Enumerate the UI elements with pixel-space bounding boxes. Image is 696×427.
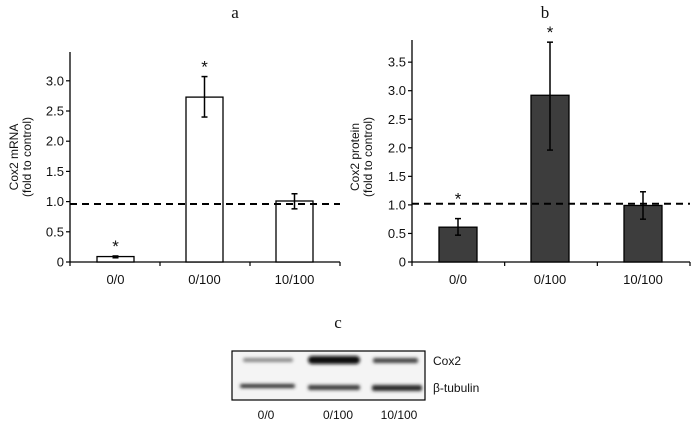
y-tick-label: 1.5 [46, 164, 64, 179]
band-cox2-lane2 [308, 356, 360, 364]
band-cox2-lane3 [373, 358, 418, 363]
y-tick-label: 2.0 [388, 140, 406, 155]
bar [275, 200, 314, 263]
band-tubulin-lane3 [372, 385, 422, 391]
y-tick-label: 1.5 [388, 169, 406, 184]
blot-row-label-tubulin: β-tubulin [433, 381, 479, 395]
y-tick-label: 3.0 [46, 73, 64, 88]
band-cox2-lane1 [243, 358, 293, 362]
x-tick-label: 0/100 [534, 272, 567, 287]
significance-asterisk: * [547, 23, 554, 42]
x-tick-label: 0/0 [449, 272, 467, 287]
y-tick-label: 0.5 [46, 224, 64, 239]
y-tick-label: 3.5 [388, 55, 406, 70]
y-axis-label: Cox2 protein [348, 123, 362, 191]
panel-c-label: c [334, 313, 342, 332]
band-tubulin-lane2 [308, 385, 360, 390]
y-tick-label: 1.0 [388, 197, 406, 212]
y-tick-label: 0 [57, 255, 64, 270]
y-tick-label: 1.0 [46, 194, 64, 209]
y-tick-label: 2.5 [46, 104, 64, 119]
blot-lane-label: 10/100 [381, 408, 418, 422]
bar [185, 96, 224, 263]
y-tick-label: 0 [399, 255, 406, 270]
y-tick-label: 3.0 [388, 83, 406, 98]
y-tick-label: 2.0 [46, 134, 64, 149]
panel-b-label: b [541, 3, 550, 22]
significance-asterisk: * [201, 58, 208, 77]
y-axis-label: (fold to control) [20, 117, 34, 197]
x-tick-label: 0/100 [188, 272, 221, 287]
western-blot: Cox2 β-tubulin 0/0 0/100 10/100 [231, 350, 479, 422]
panel-a-label: a [231, 3, 239, 22]
blot-row-label-cox2: Cox2 [433, 354, 461, 368]
y-tick-label: 0.5 [388, 226, 406, 241]
chart-a: 0 0.5 1.0 1.5 2.0 2.5 3.0 Cox2 mRNA (fold to con… [7, 52, 341, 287]
significance-asterisk: * [455, 190, 462, 209]
y-axis-label: (fold to control) [361, 117, 375, 197]
x-tick-label: 0/0 [106, 272, 124, 287]
blot-lane-label: 0/100 [323, 408, 353, 422]
significance-asterisk: * [112, 237, 119, 256]
x-tick-label: 10/100 [275, 272, 315, 287]
y-tick-label: 2.5 [388, 112, 406, 127]
x-tick-label: 10/100 [623, 272, 663, 287]
chart-b: 0 0.5 1.0 1.5 2.0 2.5 3.0 3.5 Cox2 protein (fold … [348, 23, 691, 287]
band-tubulin-lane1 [240, 384, 295, 388]
y-axis-label: Cox2 mRNA [7, 124, 21, 191]
blot-lane-label: 0/0 [258, 408, 275, 422]
